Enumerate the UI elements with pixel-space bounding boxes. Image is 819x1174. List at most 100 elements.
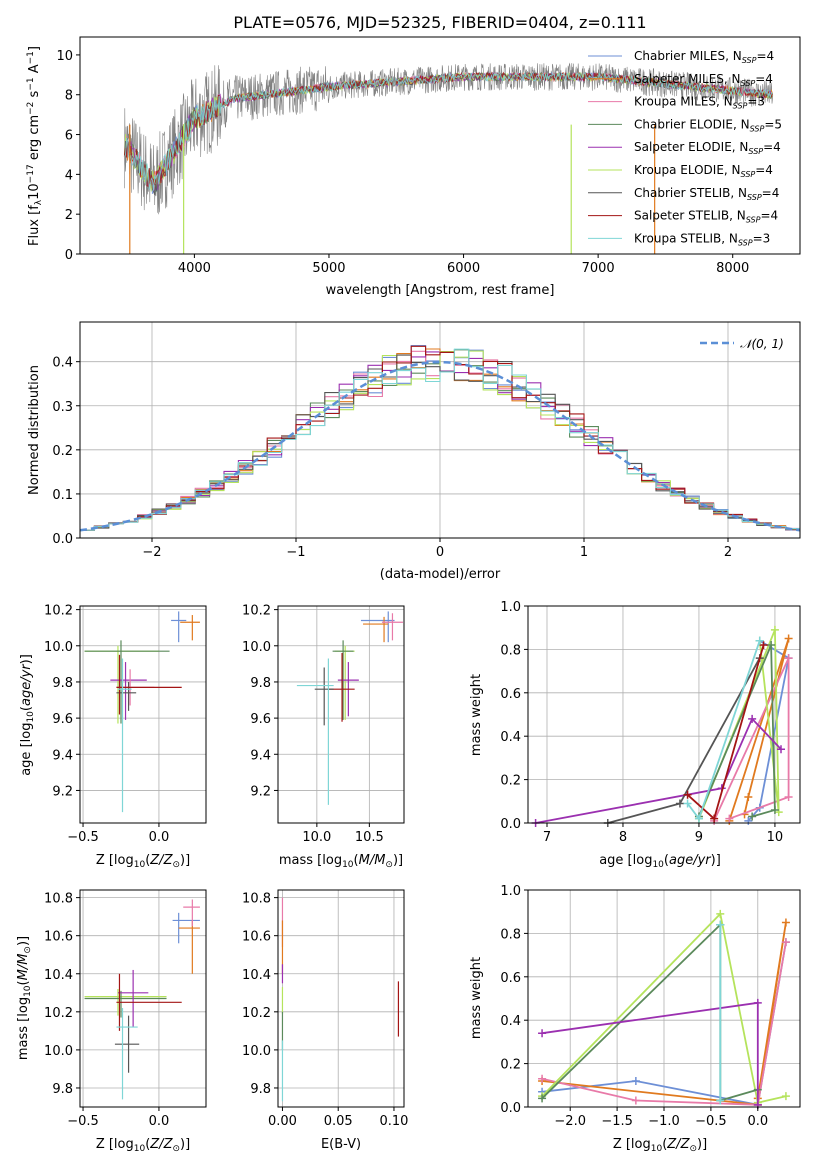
histogram-xtick-label: 1: [580, 545, 588, 560]
legend-label: Chabrier ELODIE, NSSP=5: [634, 117, 782, 133]
mass-age-xtick-label: 10.0: [302, 830, 331, 845]
z-weight-line: [541, 941, 787, 1106]
age-weight-xtick-label: 8: [619, 830, 627, 845]
z-age-ytick-label: 9.2: [52, 784, 73, 799]
age-weight-marker: [770, 625, 779, 634]
ebv-mass-frame: [277, 889, 405, 1108]
age-weight-ytick-label: 1.0: [500, 600, 521, 615]
legend-label: Kroupa ELODIE, NSSP=4: [634, 163, 773, 179]
histogram-series: [79, 345, 801, 532]
age-weight-series: [531, 625, 793, 827]
spectrum-panel: PLATE=0576, MJD=52325, FIBERID=0404, z=0…: [26, 13, 801, 298]
z-mass-xlabel: Z [log10(Z/Z⊙)]: [96, 1137, 190, 1154]
age-weight-ytick-label: 0.0: [500, 817, 521, 832]
ebv-mass-ytick-label: 10.2: [242, 1006, 271, 1021]
age-weight-xlabel: age [log10(age/yr)]: [599, 853, 721, 870]
histogram-xlabel: (data-model)/error: [380, 567, 501, 582]
histogram-xtick-label: −1: [286, 545, 305, 560]
z-weight-marker: [538, 1074, 547, 1083]
z-weight-xtick-label: −2.0: [554, 1114, 586, 1129]
age-weight-marker: [759, 641, 768, 650]
z-mass-xtick-label: −0.5: [67, 1114, 99, 1129]
spectrum-ytick-label: 2: [65, 208, 73, 223]
z-mass-ytick-label: 9.8: [52, 1082, 73, 1097]
z-weight-marker: [716, 920, 725, 929]
spectrum-title: PLATE=0576, MJD=52325, FIBERID=0404, z=0…: [233, 13, 646, 32]
histogram-axes: −2 −1 0 1 2 0.0 0.1 0.2 0.3 0.4: [52, 321, 801, 560]
mass-age-points: [296, 611, 403, 805]
age-weight-marker: [710, 814, 719, 823]
age-weight-line: [747, 639, 790, 822]
z-weight-marker: [781, 918, 790, 927]
ebv-mass-panel: 0.00 0.05 0.10 9.8 10.0 10.2 10.4 10.6 10.8: [242, 889, 408, 1129]
age-weight-ytick-label: 0.8: [500, 643, 521, 658]
spectrum-frame: [79, 36, 801, 255]
spectrum-xtick-label: 5000: [312, 261, 345, 276]
z-mass-ylabel: mass [log10(M/M⊙)]: [16, 936, 33, 1060]
age-weight-line: [713, 657, 790, 822]
mass-age-ytick-label: 10.2: [242, 604, 271, 619]
age-weight-marker: [748, 714, 757, 723]
z-age-panel: −0.5 0.0 9.2 9.4 9.6 9.8 10.0 10.2: [44, 604, 207, 845]
z-weight-marker: [781, 1092, 790, 1101]
z-mass-panel: −0.5 0.0 9.8 10.0 10.2 10.4 10.6 10.8: [44, 889, 207, 1129]
z-weight-ytick-label: 1.0: [500, 884, 521, 899]
age-weight-marker: [755, 636, 764, 645]
ebv-mass-xtick-label: 0.00: [268, 1114, 297, 1129]
age-weight-marker: [770, 805, 779, 814]
ebv-mass-ytick-label: 10.8: [242, 892, 271, 907]
legend-label: Salpeter ELODIE, NSSP=4: [634, 140, 781, 156]
mass-age-panel: 10.0 10.5 9.2 9.4 9.6 9.8 10.0 10.2: [242, 604, 405, 845]
spectrum-xtick-label: 8000: [716, 261, 749, 276]
ebv-mass-points: [281, 897, 400, 1102]
age-weight-marker: [777, 745, 786, 754]
mass-age-grid: [278, 606, 404, 823]
z-mass-xtick-label: 0.0: [149, 1114, 170, 1129]
z-age-xtick-label: −0.5: [67, 830, 99, 845]
z-weight-ytick-label: 0.8: [500, 927, 521, 942]
age-weight-axes: 7 8 9 10 0.0 0.2 0.4 0.6 0.8 1.0: [500, 600, 801, 845]
z-mass-points: [84, 899, 200, 1100]
age-weight-marker: [744, 792, 753, 801]
spectrum-ytick-label: 10: [56, 49, 73, 64]
gaussian-legend-label: 𝒩(0, 1): [740, 337, 784, 351]
z-age-ytick-label: 10.2: [44, 604, 73, 619]
mass-age-axes: 10.0 10.5 9.2 9.4 9.6 9.8 10.0 10.2: [242, 604, 405, 845]
ebv-mass-axes: 0.00 0.05 0.10 9.8 10.0 10.2 10.4 10.6 10.8: [242, 889, 408, 1129]
residual-histogram-panel: −2 −1 0 1 2 0.0 0.1 0.2 0.3 0.4 (data-model)/erro…: [27, 321, 801, 582]
mass-age-xlabel: mass [log10(M/M⊙)]: [279, 853, 403, 870]
z-weight-line: [541, 922, 759, 1102]
z-mass-ytick-label: 10.2: [44, 1006, 73, 1021]
z-weight-ylabel: mass weight: [469, 957, 484, 1039]
z-mass-axes: −0.5 0.0 9.8 10.0 10.2 10.4 10.6 10.8: [44, 889, 207, 1129]
legend-label: Salpeter MILES, NSSP=4: [634, 72, 773, 88]
spectrum-xtick-label: 6000: [447, 261, 480, 276]
z-weight-ytick-label: 0.2: [500, 1058, 521, 1073]
gaussian-curve: [79, 360, 801, 532]
z-weight-line: [542, 922, 787, 1106]
histogram-ytick-label: 0.4: [52, 356, 73, 371]
age-weight-xtick-label: 7: [543, 830, 551, 845]
ebv-mass-ytick-label: 9.8: [250, 1082, 271, 1097]
age-weight-line: [535, 717, 782, 824]
z-weight-xlabel: Z [log10(Z/Z⊙)]: [613, 1137, 707, 1154]
spectrum-ylabel: Flux [fλ10−17 erg cm−2 s−1 A−1]: [26, 46, 44, 246]
z-weight-axes: −2.0 −1.5 −1.0 −0.5 0.0 0.0 0.2 0.4 0.6 0.8 1.0: [500, 884, 801, 1129]
spectrum-axes: 4000 5000 6000 7000 8000 0 2 4 6 8 10: [56, 36, 801, 276]
z-weight-xtick-label: −1.5: [601, 1114, 633, 1129]
age-weight-marker: [784, 654, 793, 663]
mass-age-xtick-label: 10.5: [355, 830, 384, 845]
z-weight-line: [541, 912, 787, 1104]
histogram-ytick-label: 0.3: [52, 400, 73, 415]
z-weight-series: [538, 909, 790, 1109]
z-weight-marker: [753, 998, 762, 1007]
mass-age-ytick-label: 9.6: [250, 712, 271, 727]
age-weight-marker: [694, 814, 703, 823]
z-weight-marker: [538, 1094, 547, 1103]
legend-label: Kroupa MILES, NSSP=3: [634, 95, 765, 111]
z-weight-marker: [716, 1096, 725, 1105]
age-weight-frame: [527, 605, 801, 824]
spectrum-xtick-label: 7000: [582, 261, 615, 276]
z-age-frame: [79, 605, 207, 824]
